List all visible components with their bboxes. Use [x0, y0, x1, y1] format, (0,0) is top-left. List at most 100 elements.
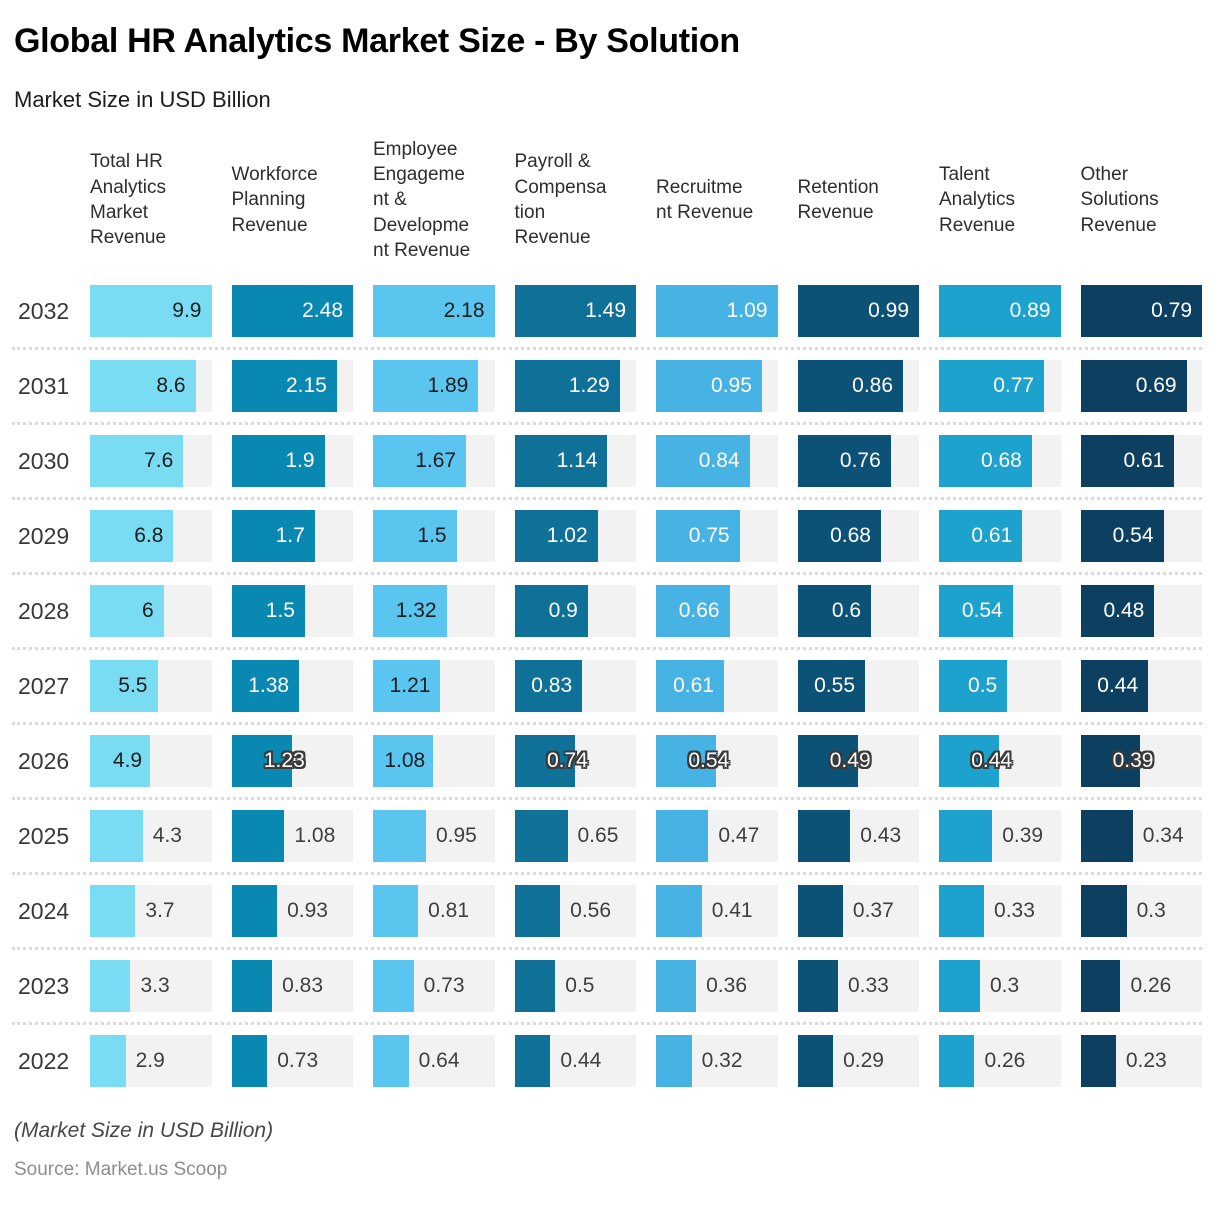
bar-value: 1.02: [546, 524, 588, 547]
bar-cell: 0.39: [939, 810, 1061, 862]
bar-value: 4.3: [152, 824, 182, 847]
bar-track: 0.39: [1080, 735, 1202, 787]
table-row: 2031 8.6 2.15 1.89 1.29 0.95 0.86 0.77 0.69: [12, 360, 1202, 412]
bar-cell: 4.3: [90, 810, 212, 862]
bar: [90, 585, 164, 637]
table-row: 2030 7.6 1.9 1.67 1.14 0.84 0.76 0.68 0.61: [12, 435, 1202, 487]
bar: [656, 510, 740, 562]
row-year: 2032: [18, 297, 70, 324]
bar-cell: 0.55: [797, 660, 919, 712]
bar-value: 6: [141, 599, 154, 622]
row-year: 2027: [18, 672, 70, 699]
bar-value: 4.9: [112, 749, 143, 772]
bar: [1080, 285, 1202, 337]
bar-track: 0.61: [939, 510, 1061, 562]
row-separator: [12, 572, 1202, 575]
bar-cell: 0.9: [514, 585, 636, 637]
bar-value: 0.54: [961, 599, 1003, 622]
bar-value: 0.49: [829, 749, 871, 772]
bar-track: 1.7: [231, 510, 353, 562]
bar-track: 1.89: [373, 360, 495, 412]
bar-track: 1.14: [514, 435, 636, 487]
row-year: 2023: [18, 972, 70, 999]
bar-value: 8.6: [156, 374, 186, 397]
bar-track: 0.73: [373, 960, 495, 1012]
bar-track: 4.3: [90, 810, 212, 862]
bar: [231, 510, 315, 562]
bar-value: 0.64: [418, 1049, 460, 1072]
bar-cell: 0.54: [656, 735, 778, 787]
bar-track: 0.95: [373, 810, 495, 862]
bar-value: 1.08: [294, 824, 336, 847]
bar-value: 3.7: [145, 899, 175, 922]
bar-track: 6: [90, 585, 212, 637]
bar: [939, 285, 1061, 337]
bar: [1080, 510, 1164, 562]
bar-cell: 0.6: [797, 585, 919, 637]
bar-value: 1.5: [265, 599, 295, 622]
bar: [656, 885, 702, 937]
bar-value: 0.84: [698, 449, 740, 472]
bar: [939, 360, 1045, 412]
bar: [231, 960, 273, 1012]
bar: [231, 810, 285, 862]
bar-cell: 2.18: [373, 285, 495, 337]
bar-value: 6.8: [134, 524, 164, 547]
bar-value: 1.23: [263, 749, 305, 772]
bar: [231, 1035, 268, 1087]
bar-track: 0.5: [514, 960, 636, 1012]
bar-value: 0.83: [282, 974, 324, 997]
bar-value: 0.68: [980, 449, 1022, 472]
bar-track: 0.49: [797, 735, 919, 787]
bar-cell: 3.3: [90, 960, 212, 1012]
bar-value: 0.93: [287, 899, 328, 922]
bar-cell: 0.54: [1080, 510, 1202, 562]
bar-cell: 0.69: [1080, 360, 1202, 412]
bar-value: 0.44: [1097, 674, 1139, 697]
column-header: Talent Analytics Revenue: [939, 164, 1016, 236]
bar-value: 1.09: [726, 299, 768, 322]
table-row: 2032 9.9 2.48 2.18 1.49 1.09 0.99 0.89 0.79: [12, 285, 1202, 337]
column-header: Employee Engageme nt & Developme nt Reve…: [373, 138, 471, 261]
bar-cell: 1.7: [231, 510, 353, 562]
bar-track: 0.6: [797, 585, 919, 637]
bar: [1080, 885, 1127, 937]
row-year: 2026: [18, 747, 70, 774]
bar-cell: 3.7: [90, 885, 212, 937]
bar-track: 0.86: [797, 360, 919, 412]
bar-value: 0.41: [711, 899, 753, 922]
bar-track: 0.83: [514, 660, 636, 712]
bar-cell: 4.9: [90, 735, 212, 787]
bar-value: 0.3: [989, 974, 1020, 997]
bar-cell: 0.29: [797, 1035, 919, 1087]
bar-cell: 0.95: [656, 360, 778, 412]
row-separator: [12, 497, 1202, 500]
bar-value: 0.44: [560, 1049, 602, 1072]
table-row: 2023 3.3 0.83 0.73 0.5 0.36 0.33 0.3 0.26: [12, 960, 1202, 1012]
bar-cell: 0.3: [1080, 885, 1202, 937]
bar-track: 0.3: [939, 960, 1061, 1012]
bar-value: 0.33: [847, 974, 889, 997]
bar: [656, 585, 730, 637]
bar-cell: 0.39: [1080, 735, 1202, 787]
bar-value: 0.69: [1135, 374, 1177, 397]
bar-value: 0.5: [565, 974, 595, 997]
table-row: 2024 3.7 0.93 0.81 0.56 0.41 0.37 0.33 0.3: [12, 885, 1202, 937]
bar: [231, 285, 353, 337]
header-row: Total HR Analytics Market Revenue Workfor…: [12, 125, 1202, 275]
bar: [797, 360, 904, 412]
bar-value: 0.9: [548, 599, 578, 622]
table-row: 2026 4.9 1.23 1.08 0.74 0.54 0.49 0.44 0.39: [12, 735, 1202, 787]
bar-cell: 1.5: [231, 585, 353, 637]
bar: [514, 735, 575, 787]
bar-cell: 0.83: [231, 960, 353, 1012]
bar-cell: 0.26: [1080, 960, 1202, 1012]
bar-track: 0.89: [939, 285, 1061, 337]
bar-track: 2.48: [231, 285, 353, 337]
bar-cell: 2.9: [90, 1035, 212, 1087]
bar-cell: 2.48: [231, 285, 353, 337]
bar: [939, 735, 1000, 787]
bar-cell: 0.36: [656, 960, 778, 1012]
bar-cell: 0.44: [939, 735, 1061, 787]
